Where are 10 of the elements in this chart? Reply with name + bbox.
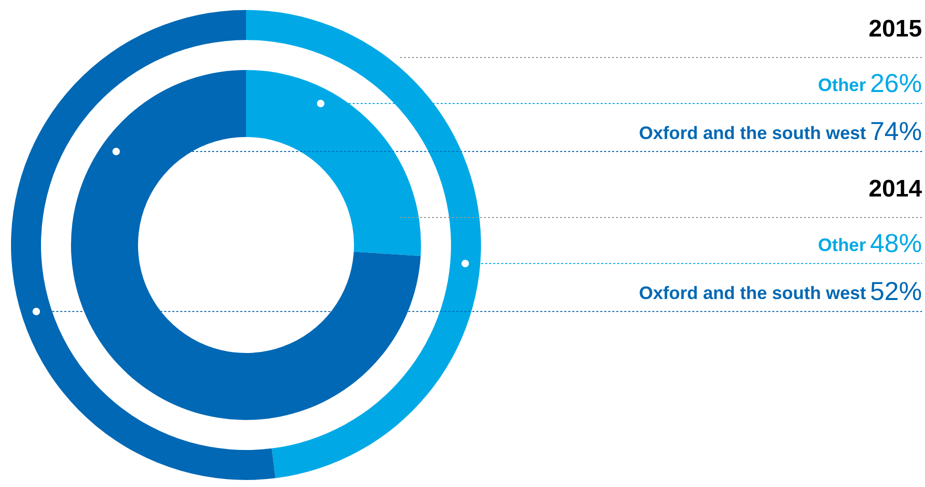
data-label: 48%: [870, 228, 922, 258]
slice-label: Oxford and the south west: [638, 122, 866, 143]
text: 2015: [868, 16, 922, 43]
category-label: Other: [818, 234, 866, 255]
slice-label: Other: [818, 74, 866, 95]
data-label: 74%: [870, 116, 922, 146]
data-label: 26%: [870, 68, 922, 98]
text: 2014: [868, 176, 923, 203]
data-label: 52%: [870, 276, 922, 306]
category-label: Oxford and the south west: [638, 282, 866, 303]
